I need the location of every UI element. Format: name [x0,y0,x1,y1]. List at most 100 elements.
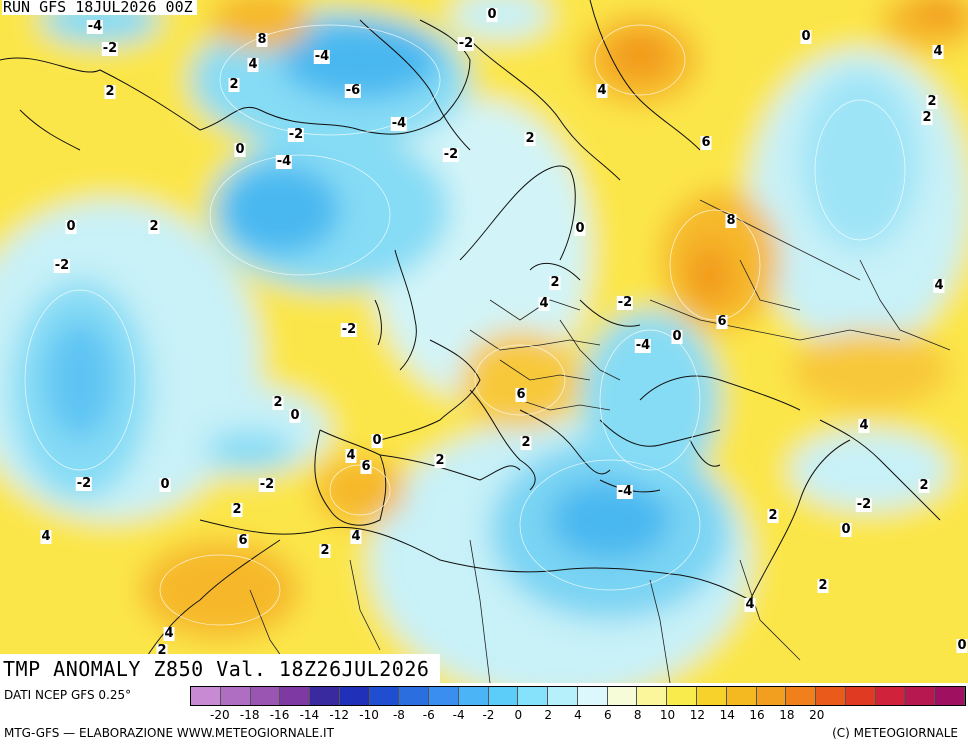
color-swatch [756,687,787,705]
contour-label: 4 [538,296,550,311]
contour-label: 2 [228,77,240,92]
contour-label: -2 [457,36,475,51]
contour-label: 2 [319,543,331,558]
contour-label: 0 [371,433,383,448]
contour-label: -2 [53,258,71,273]
contour-label: -4 [275,154,293,169]
color-scale-tick: -16 [269,708,290,722]
contour-label: 0 [234,142,246,157]
color-swatch [488,687,519,705]
color-swatch [458,687,489,705]
contour-label: 4 [858,418,870,433]
color-scale-tick: 12 [689,708,706,722]
anomaly-map: -4 -2 8 4 2 2 -4 -6 -2 -4 0 -2 -4 -2 0 4… [0,0,968,683]
color-swatch [935,687,965,705]
color-swatch [250,687,281,705]
contour-label: -2 [616,295,634,310]
color-scale-ticks: -20 -18 -16 -14 -12 -10 -8 -6 -4 -2 0 2 4 6 8 10 12 14 16 1… [190,708,966,724]
contour-label: -2 [340,322,358,337]
contour-label: 2 [156,643,168,658]
contour-label: 0 [800,29,812,44]
color-swatch [637,687,668,705]
map-svg [0,0,968,683]
contour-label: 0 [956,638,968,653]
contour-label: 4 [163,626,175,641]
color-swatch [220,687,251,705]
title-bar-bg [0,654,440,683]
color-scale-tick: -6 [422,708,435,722]
color-swatch [905,687,936,705]
color-scale-tick: -10 [359,708,379,722]
contour-label: 6 [700,135,712,150]
color-swatch [369,687,400,705]
contour-label: 2 [918,478,930,493]
color-scale-tick: -4 [452,708,465,722]
contour-label: -4 [634,338,652,353]
color-swatch [518,687,549,705]
contour-label: 2 [524,131,536,146]
color-scale-tick: 10 [659,708,676,722]
data-source-label: DATI NCEP GFS 0.25° [4,688,132,702]
color-scale-tick: 4 [574,708,582,722]
color-scale-tick: -8 [392,708,405,722]
contour-label: 0 [289,408,301,423]
contour-label: 4 [40,529,52,544]
credit-left: MTG-GFS — ELABORAZIONE WWW.METEOGIORNALE… [4,726,334,740]
contour-label: -2 [101,41,119,56]
color-swatch [548,687,578,705]
color-scale-tick: 8 [633,708,642,722]
contour-label: 0 [671,329,683,344]
color-swatch [816,687,846,705]
contour-label: 4 [345,448,357,463]
color-swatch [667,687,698,705]
color-scale-bar [190,686,966,706]
color-swatch [875,687,906,705]
color-swatch [429,687,459,705]
color-swatch [399,687,430,705]
contour-label: -4 [616,484,634,499]
color-scale-tick: 18 [779,708,795,722]
contour-label: 8 [256,32,268,47]
color-scale-tick: 2 [544,708,552,722]
contour-label: 2 [231,502,243,517]
color-scale-tick: -14 [299,708,320,722]
contour-lines [24,24,906,626]
contour-label: 4 [350,529,362,544]
color-swatch [191,687,221,705]
contour-label: -2 [75,476,93,491]
contour-label: 2 [767,508,779,523]
contour-label: -2 [442,147,460,162]
contour-label: 2 [926,94,938,109]
color-scale-tick: -20 [210,708,230,722]
run-label: RUN GFS 18JUL2026 00Z [2,0,197,15]
contour-label: 4 [596,83,608,98]
color-swatch [786,687,817,705]
contour-label: 0 [840,522,852,537]
contour-label: 2 [272,395,284,410]
color-swatch [310,687,340,705]
color-swatch [845,687,876,705]
contour-label: 6 [515,387,527,402]
credit-right: (C) METEOGIORNALE [832,726,958,740]
contour-label: 4 [744,597,756,612]
contour-label: 2 [817,578,829,593]
temperature-field [0,0,968,683]
contour-label: 4 [247,57,259,72]
contour-label: -2 [258,477,276,492]
color-swatch [607,687,638,705]
contour-label: 0 [65,219,77,234]
color-swatch [577,687,608,705]
contour-label: 4 [933,278,945,293]
color-scale-tick: 0 [514,708,523,722]
contour-label: 0 [159,477,171,492]
contour-label: 2 [921,110,933,125]
contour-label: -4 [313,49,331,64]
contour-label: 6 [716,314,728,329]
contour-label: 6 [360,459,372,474]
color-swatch [339,687,370,705]
color-scale-tick: 16 [749,708,765,722]
contour-label: 2 [434,453,446,468]
contour-label: -6 [344,83,362,98]
contour-label: -2 [287,127,305,142]
map-title: TMP ANOMALY Z850 Val. 18Z26JUL2026 [3,657,430,681]
